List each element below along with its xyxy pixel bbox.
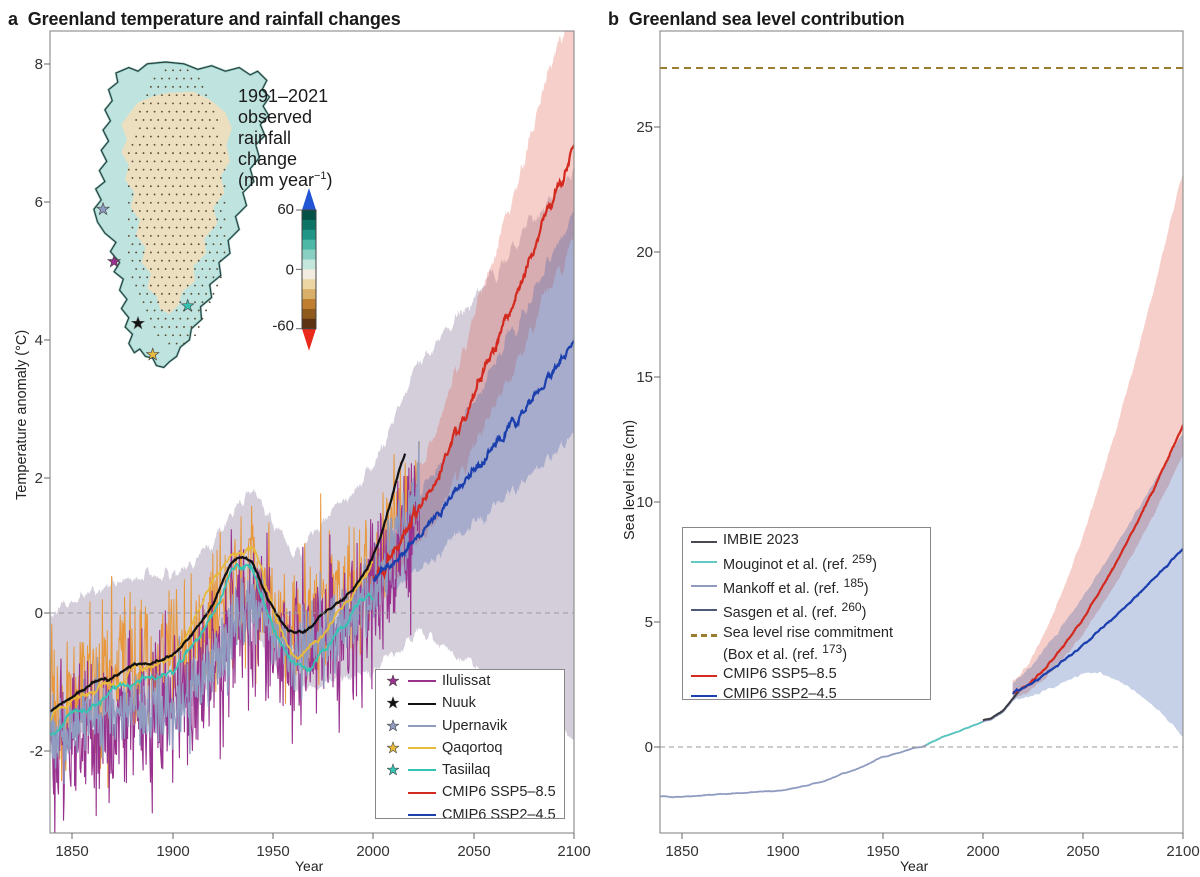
svg-text:2000: 2000 [356,843,389,860]
svg-text:2: 2 [35,470,43,487]
svg-text:4: 4 [35,332,43,349]
svg-text:2100: 2100 [1166,843,1199,860]
svg-text:15: 15 [636,369,653,386]
svg-text:0: 0 [286,261,294,278]
svg-text:10: 10 [636,494,653,511]
svg-text:1900: 1900 [766,843,799,860]
svg-text:0: 0 [645,739,653,756]
svg-text:1850: 1850 [665,843,698,860]
svg-text:2000: 2000 [966,843,999,860]
svg-text:1950: 1950 [256,843,289,860]
svg-text:60: 60 [277,201,294,218]
svg-text:-60: -60 [272,318,294,335]
svg-text:25: 25 [636,119,653,136]
svg-text:8: 8 [35,56,43,73]
svg-text:2050: 2050 [457,843,490,860]
svg-text:6: 6 [35,194,43,211]
svg-text:1850: 1850 [55,843,88,860]
svg-text:2050: 2050 [1066,843,1099,860]
svg-text:2100: 2100 [557,843,590,860]
svg-text:5: 5 [645,614,653,631]
svg-text:1900: 1900 [156,843,189,860]
svg-text:0: 0 [35,605,43,622]
svg-text:1950: 1950 [866,843,899,860]
svg-text:-2: -2 [30,743,43,760]
svg-text:20: 20 [636,244,653,261]
